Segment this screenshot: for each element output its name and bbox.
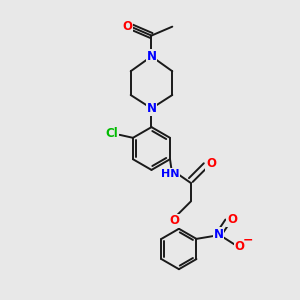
Text: O: O	[122, 20, 132, 33]
Text: O: O	[206, 157, 216, 170]
Text: O: O	[169, 214, 179, 227]
Text: −: −	[242, 234, 253, 247]
Text: N: N	[146, 102, 157, 115]
Text: O: O	[235, 240, 244, 253]
Text: Cl: Cl	[105, 128, 118, 140]
Text: N: N	[214, 228, 224, 241]
Text: HN: HN	[161, 169, 179, 179]
Text: O: O	[227, 213, 237, 226]
Text: N: N	[146, 50, 157, 63]
